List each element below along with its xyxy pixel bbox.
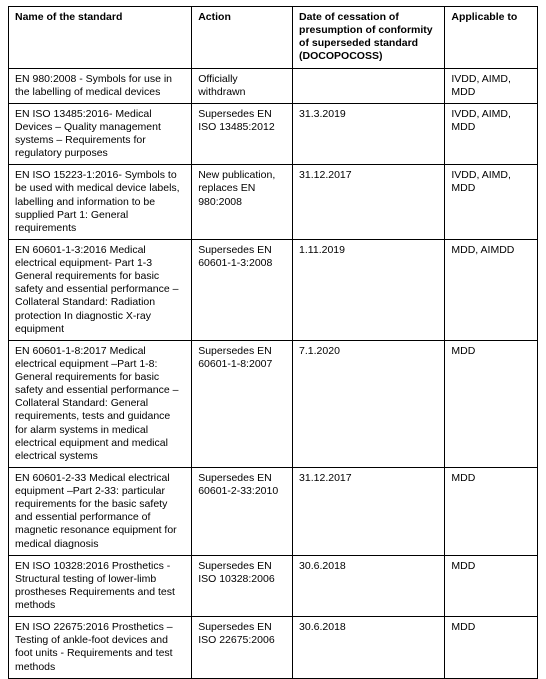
cell-action: Supersedes EN ISO 10328:2006 xyxy=(192,555,293,617)
cell-action: Supersedes EN 60601-2-33:2010 xyxy=(192,467,293,555)
cell-name: EN 60601-1-8:2017 Medical electrical equ… xyxy=(9,340,192,467)
table-header: Name of the standard Action Date of cess… xyxy=(9,7,538,69)
standards-table: Name of the standard Action Date of cess… xyxy=(8,6,538,679)
cell-action: Officially withdrawn xyxy=(192,68,293,103)
table-row: EN ISO 22675:2016 Prosthetics – Testing … xyxy=(9,617,538,679)
cell-action: Supersedes EN ISO 13485:2012 xyxy=(192,103,293,165)
cell-date: 30.6.2018 xyxy=(293,617,445,679)
cell-date: 31.3.2019 xyxy=(293,103,445,165)
table-header-row: Name of the standard Action Date of cess… xyxy=(9,7,538,69)
table-row: EN 980:2008 - Symbols for use in the lab… xyxy=(9,68,538,103)
cell-name: EN ISO 10328:2016 Prosthetics - Structur… xyxy=(9,555,192,617)
cell-name: EN ISO 22675:2016 Prosthetics – Testing … xyxy=(9,617,192,679)
cell-applicable: MDD xyxy=(445,467,538,555)
cell-applicable: IVDD, AIMD, MDD xyxy=(445,68,538,103)
cell-applicable: IVDD, AIMD, MDD xyxy=(445,103,538,165)
cell-applicable: MDD xyxy=(445,340,538,467)
cell-name: EN 60601-1-3:2016 Medical electrical equ… xyxy=(9,239,192,340)
cell-date: 30.6.2018 xyxy=(293,555,445,617)
col-header-applicable: Applicable to xyxy=(445,7,538,69)
table-row: EN ISO 13485:2016- Medical Devices – Qua… xyxy=(9,103,538,165)
cell-action: New publication, replaces EN 980:2008 xyxy=(192,165,293,240)
cell-applicable: MDD xyxy=(445,555,538,617)
col-header-name: Name of the standard xyxy=(9,7,192,69)
cell-date: 31.12.2017 xyxy=(293,467,445,555)
table-row: EN 60601-1-8:2017 Medical electrical equ… xyxy=(9,340,538,467)
cell-name: EN 60601-2-33 Medical electrical equipme… xyxy=(9,467,192,555)
cell-name: EN 980:2008 - Symbols for use in the lab… xyxy=(9,68,192,103)
cell-name: EN ISO 15223-1:2016- Symbols to be used … xyxy=(9,165,192,240)
cell-date: 7.1.2020 xyxy=(293,340,445,467)
cell-applicable: IVDD, AIMD, MDD xyxy=(445,165,538,240)
cell-date: 1.11.2019 xyxy=(293,239,445,340)
table-row: EN 60601-2-33 Medical electrical equipme… xyxy=(9,467,538,555)
table-row: EN ISO 15223-1:2016- Symbols to be used … xyxy=(9,165,538,240)
cell-applicable: MDD, AIMDD xyxy=(445,239,538,340)
col-header-date: Date of cessation of presumption of conf… xyxy=(293,7,445,69)
table-row: EN ISO 10328:2016 Prosthetics - Structur… xyxy=(9,555,538,617)
cell-action: Supersedes EN 60601-1-8:2007 xyxy=(192,340,293,467)
page-container: Name of the standard Action Date of cess… xyxy=(0,0,546,600)
col-header-action: Action xyxy=(192,7,293,69)
cell-date: 31.12.2017 xyxy=(293,165,445,240)
table-row: EN 60601-1-3:2016 Medical electrical equ… xyxy=(9,239,538,340)
cell-applicable: MDD xyxy=(445,617,538,679)
cell-action: Supersedes EN 60601-1-3:2008 xyxy=(192,239,293,340)
cell-date xyxy=(293,68,445,103)
table-body: EN 980:2008 - Symbols for use in the lab… xyxy=(9,68,538,678)
cell-name: EN ISO 13485:2016- Medical Devices – Qua… xyxy=(9,103,192,165)
cell-action: Supersedes EN ISO 22675:2006 xyxy=(192,617,293,679)
